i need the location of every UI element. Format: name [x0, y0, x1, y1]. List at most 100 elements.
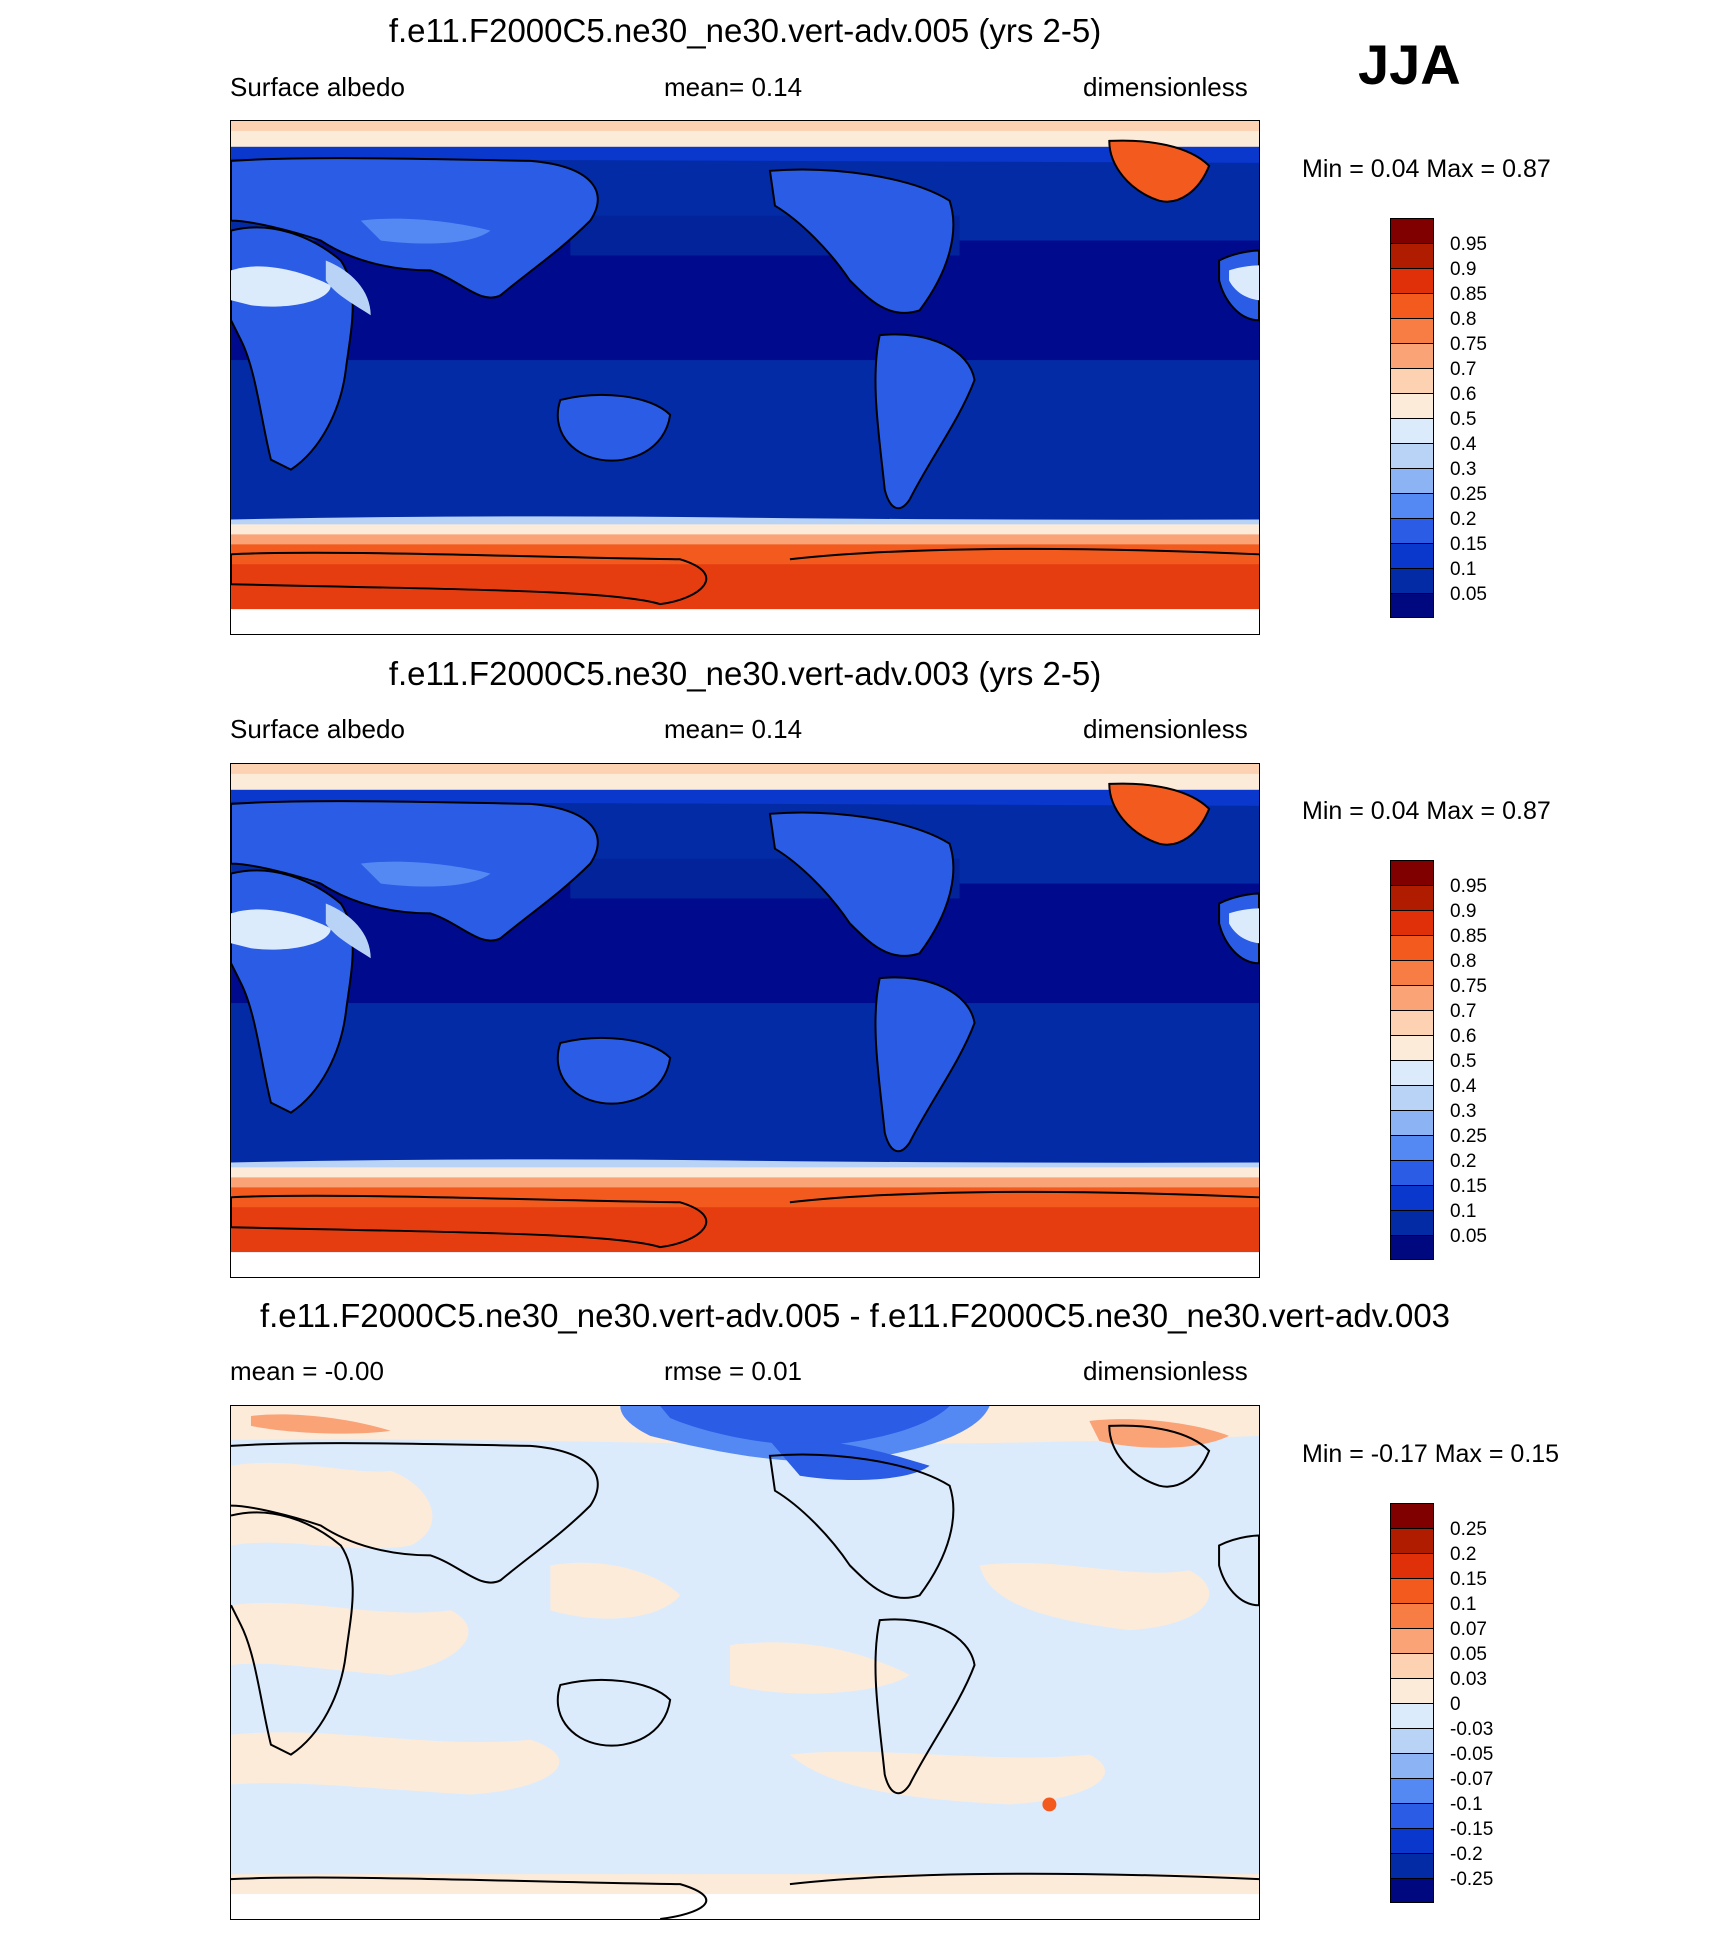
- panel-1-colorbar-label: 0.05: [1450, 584, 1487, 605]
- colorbar-box: [1390, 1085, 1434, 1110]
- arctic-band-inner: [231, 121, 1259, 131]
- canadian-archipelago-negative: [769, 1439, 930, 1481]
- panel-3-colorbar-label: 0.05: [1450, 1644, 1487, 1665]
- panel-2-field-label: Surface albedo: [230, 714, 405, 744]
- positive-patch: [231, 1732, 560, 1795]
- panel-1-colorbar-label: 0.2: [1450, 509, 1477, 530]
- colorbar-box: [1390, 268, 1434, 293]
- antarctica-coast-1: [231, 1194, 707, 1249]
- panel-1-colorbar-label: 0.15: [1450, 534, 1487, 555]
- colorbar-box: [1390, 568, 1434, 593]
- arctic-band-inner: [231, 764, 1259, 774]
- colorbar-box: [1390, 1703, 1434, 1728]
- colorbar-box: [1390, 318, 1434, 343]
- panel-2-colorbar-label: 0.15: [1450, 1176, 1487, 1197]
- subarctic-band: [231, 789, 1259, 806]
- panel-3-colorbar-label: 0.2: [1450, 1544, 1477, 1565]
- arctic-positive-patch: [250, 1414, 391, 1434]
- south-america-coast: [874, 1618, 976, 1795]
- eurasia-coast: [231, 1442, 599, 1584]
- panel-2-units-label: dimensionless: [1083, 714, 1248, 744]
- panel-2-colorbar-label: 0.9: [1450, 901, 1477, 922]
- antarctica-coast-2: [789, 547, 1259, 561]
- australia-shape: [556, 1036, 672, 1105]
- panel-3-colorbar-label: -0.07: [1450, 1769, 1494, 1790]
- panel-3-colorbar-label: 0.07: [1450, 1619, 1487, 1640]
- panel-2-colorbar: [1390, 860, 1434, 1260]
- north-america-shape: [768, 168, 955, 314]
- arabia-shape: [325, 260, 371, 316]
- panel-1-units-label: dimensionless: [1083, 72, 1248, 102]
- panel-1-colorbar-label: 0.6: [1450, 384, 1477, 405]
- colorbar-box: [1390, 293, 1434, 318]
- panel-1-colorbar-label: 0.1: [1450, 559, 1477, 580]
- colorbar-box: [1390, 343, 1434, 368]
- panel-1-colorbar-label: 0.85: [1450, 284, 1487, 305]
- africa-coast: [231, 1511, 354, 1756]
- colorbar-box: [1390, 1110, 1434, 1135]
- panel-2-title: f.e11.F2000C5.ne30_ne30.vert-adv.003 (yr…: [388, 655, 1102, 692]
- colorbar-box: [1390, 1753, 1434, 1778]
- panel-3-colorbar-label: -0.03: [1450, 1719, 1494, 1740]
- panel-1-mean-label: mean= 0.14: [664, 72, 803, 102]
- panel-2-colorbar-label: 0.1: [1450, 1201, 1477, 1222]
- colorbar-box: [1390, 1135, 1434, 1160]
- colorbar-box: [1390, 1185, 1434, 1210]
- colorbar-box: [1390, 393, 1434, 418]
- positive-patch: [550, 1562, 681, 1619]
- panel-3-colorbar-label: 0.15: [1450, 1569, 1487, 1590]
- colorbar-box: [1390, 368, 1434, 393]
- colorbar-box: [1390, 443, 1434, 468]
- south-pole-blank: [231, 609, 1259, 634]
- australia-coast: [556, 1678, 672, 1747]
- colorbar-box: [1390, 1828, 1434, 1853]
- south-pole-blank: [231, 1252, 1259, 1277]
- panel-3-colorbar-label: -0.25: [1450, 1869, 1494, 1890]
- positive-patch: [231, 1462, 433, 1549]
- panel-1-colorbar-label: 0.5: [1450, 409, 1477, 430]
- sahara-edge-shape: [1229, 265, 1259, 301]
- panel-2-colorbar-label: 0.6: [1450, 1026, 1477, 1047]
- greenland-shape: [1108, 139, 1211, 203]
- north-america-coast: [768, 1453, 955, 1599]
- season-label: JJA: [1358, 33, 1461, 96]
- colorbar-box: [1390, 1553, 1434, 1578]
- positive-patch: [231, 1602, 469, 1675]
- panel-3-colorbar-label: 0.1: [1450, 1594, 1477, 1615]
- panel-2-minmax: Min = 0.04 Max = 0.87: [1302, 797, 1551, 825]
- colorbar-box: [1390, 1853, 1434, 1878]
- panel-1-colorbar-label: 0.7: [1450, 359, 1477, 380]
- antarctica-coast-1: [231, 1876, 707, 1919]
- antarctica-coast-2: [789, 1872, 1259, 1886]
- colorbar-box: [1390, 1160, 1434, 1185]
- central-asia-shape: [360, 218, 491, 244]
- panel-3-colorbar-label: -0.15: [1450, 1819, 1494, 1840]
- south-america-shape: [874, 333, 976, 510]
- patagonia-positive-spot: [1042, 1797, 1057, 1812]
- south-pole-blank: [231, 1894, 1259, 1919]
- colorbar-box: [1390, 885, 1434, 910]
- panel-2-colorbar-label: 0.25: [1450, 1126, 1487, 1147]
- panel-3-colorbar-label: -0.1: [1450, 1794, 1483, 1815]
- panel-3-map: [230, 1405, 1260, 1920]
- panel-3-rmse-label: rmse = 0.01: [664, 1356, 803, 1386]
- arctic-negative-core: [660, 1406, 950, 1446]
- panel-2-mean-label: mean= 0.14: [664, 714, 803, 744]
- colorbar-box: [1390, 910, 1434, 935]
- panel-2-colorbar-label: 0.5: [1450, 1051, 1477, 1072]
- panel-2-colorbar-label: 0.95: [1450, 876, 1487, 897]
- panel-1-colorbar-label: 0.25: [1450, 484, 1487, 505]
- colorbar-box: [1390, 468, 1434, 493]
- subarctic-band: [231, 146, 1259, 163]
- colorbar-box: [1390, 1010, 1434, 1035]
- colorbar-box: [1390, 1060, 1434, 1085]
- panel-3-units-label: dimensionless: [1083, 1356, 1248, 1386]
- colorbar-box: [1390, 935, 1434, 960]
- panel-2-colorbar-label: 0.75: [1450, 976, 1487, 997]
- south-america-shape: [874, 976, 976, 1153]
- sea-ice-edge: [231, 1167, 1259, 1181]
- sea-ice-mid: [231, 1177, 1259, 1191]
- colorbar-box: [1390, 1603, 1434, 1628]
- panel-1-colorbar-label: 0.8: [1450, 309, 1477, 330]
- colorbar-box: [1390, 418, 1434, 443]
